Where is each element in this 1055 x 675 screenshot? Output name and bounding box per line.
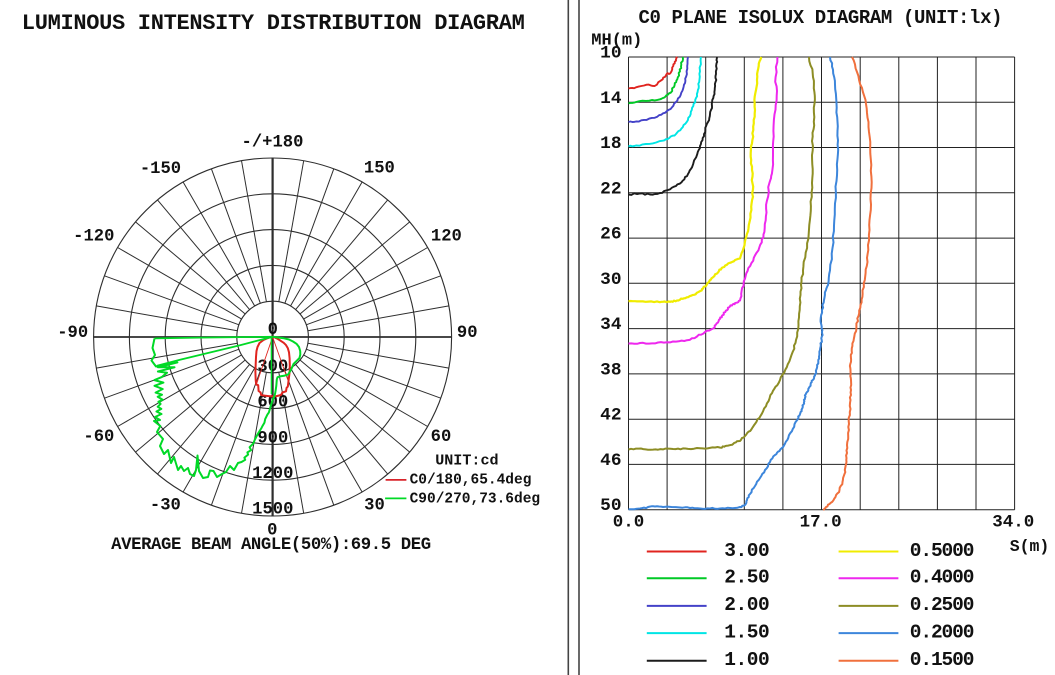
svg-text:1500: 1500 (252, 501, 293, 520)
svg-text:S(m): S(m) (1010, 537, 1050, 556)
svg-text:-90: -90 (57, 324, 88, 343)
svg-text:0.2500: 0.2500 (910, 594, 975, 616)
svg-text:18: 18 (600, 134, 621, 154)
svg-text:0.0: 0.0 (613, 513, 645, 533)
svg-text:120: 120 (431, 228, 462, 247)
svg-text:14: 14 (600, 89, 622, 109)
svg-text:150: 150 (364, 159, 395, 178)
svg-text:34: 34 (600, 315, 622, 335)
svg-text:22: 22 (600, 179, 621, 199)
svg-text:46: 46 (600, 451, 621, 471)
svg-text:-120: -120 (73, 227, 114, 246)
svg-text:1200: 1200 (252, 465, 293, 484)
svg-text:2.00: 2.00 (724, 594, 770, 616)
svg-text:0.5000: 0.5000 (910, 540, 975, 562)
svg-text:30: 30 (364, 497, 385, 516)
svg-text:-60: -60 (83, 428, 114, 447)
svg-text:C0/180,65.4deg: C0/180,65.4deg (410, 473, 532, 489)
svg-text:0.2000: 0.2000 (910, 621, 975, 643)
svg-text:34.0: 34.0 (992, 513, 1034, 533)
svg-text:900: 900 (257, 429, 288, 448)
svg-text:300: 300 (257, 358, 288, 377)
svg-text:-150: -150 (140, 160, 181, 179)
svg-text:38: 38 (600, 360, 621, 380)
svg-text:50: 50 (600, 496, 621, 516)
svg-text:0.1500: 0.1500 (910, 649, 975, 671)
svg-text:AVERAGE BEAM ANGLE(50%):69.5 D: AVERAGE BEAM ANGLE(50%):69.5 DEG (111, 536, 431, 555)
svg-text:1.00: 1.00 (724, 649, 770, 671)
svg-text:0.4000: 0.4000 (910, 567, 975, 589)
svg-text:LUMINOUS INTENSITY DISTRIBUTIO: LUMINOUS INTENSITY DISTRIBUTION DIAGRAM (22, 11, 525, 36)
svg-text:26: 26 (600, 225, 621, 245)
svg-text:60: 60 (431, 428, 452, 447)
svg-text:0: 0 (267, 521, 277, 540)
svg-text:2.50: 2.50 (724, 567, 770, 589)
svg-text:42: 42 (600, 406, 621, 426)
svg-text:90: 90 (457, 324, 478, 343)
svg-text:30: 30 (600, 270, 621, 290)
svg-text:1.50: 1.50 (724, 621, 770, 643)
svg-text:17.0: 17.0 (800, 513, 842, 533)
svg-text:C90/270,73.6deg: C90/270,73.6deg (410, 491, 541, 507)
svg-text:0: 0 (268, 321, 278, 340)
svg-text:10: 10 (600, 44, 621, 64)
svg-text:-/+180: -/+180 (242, 133, 304, 152)
svg-text:MH(m): MH(m) (591, 31, 642, 50)
svg-text:C0 PLANE ISOLUX DIAGRAM (UNIT:: C0 PLANE ISOLUX DIAGRAM (UNIT:lx) (639, 7, 1003, 29)
svg-text:-30: -30 (150, 497, 181, 516)
svg-text:3.00: 3.00 (724, 540, 770, 562)
svg-text:UNIT:cd: UNIT:cd (435, 451, 498, 469)
svg-text:600: 600 (257, 394, 288, 413)
